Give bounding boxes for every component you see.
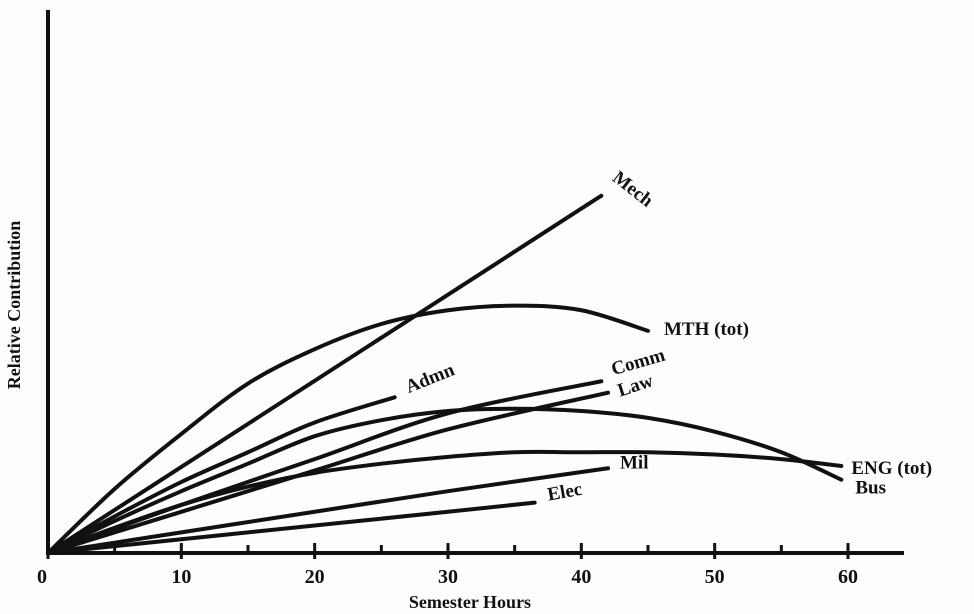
series-label-eng-tot: ENG (tot) [851, 458, 932, 479]
series-line-elec [46, 500, 537, 555]
series-line-bus [46, 406, 844, 555]
series-line-eng-tot [46, 449, 844, 555]
series-label-elec: Elec [546, 479, 584, 506]
x-tick-label: 40 [571, 566, 591, 588]
series-lines [46, 193, 844, 555]
x-tick-label: 20 [305, 566, 325, 588]
x-tick-label: 60 [838, 566, 858, 588]
series-line-mth-tot [46, 303, 650, 555]
x-axis-ticks: 0 10 20 30 40 50 60 [37, 543, 858, 588]
series-line-mil [46, 466, 610, 555]
x-tick-label: 0 [37, 566, 47, 588]
series-label-admn: Admn [403, 359, 458, 398]
series-label-bus: Bus [855, 478, 886, 499]
axes [46, 10, 904, 555]
x-tick-label: 10 [171, 566, 191, 588]
series-line-admn [46, 395, 397, 555]
x-tick-label: 50 [705, 566, 725, 588]
y-axis-title: Relative Contribution [4, 221, 24, 390]
x-axis-title: Semester Hours [409, 592, 531, 612]
series-line-mech [46, 193, 604, 555]
series-label-mth-tot: MTH (tot) [664, 319, 749, 340]
series-line-law [46, 390, 610, 555]
series-label-mech: Mech [608, 167, 657, 212]
x-tick-label: 30 [438, 566, 458, 588]
series-label-mil: Mil [620, 452, 649, 473]
